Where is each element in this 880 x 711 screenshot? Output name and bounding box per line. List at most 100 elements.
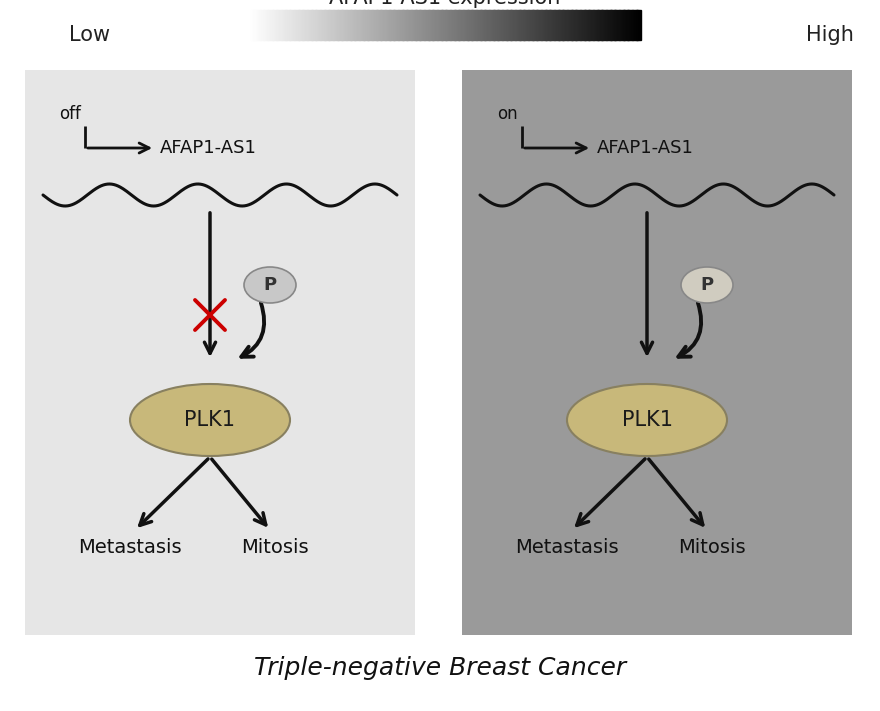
Bar [604,10,605,40]
Bar [326,10,328,40]
Bar [631,10,633,40]
Bar [318,10,319,40]
Bar [272,10,274,40]
Bar [579,10,581,40]
Bar [328,10,330,40]
Bar [587,10,589,40]
Bar [538,10,539,40]
Bar [280,10,282,40]
Bar [535,10,537,40]
Bar [290,10,292,40]
Bar [356,10,358,40]
Ellipse shape [567,384,727,456]
Bar [427,10,429,40]
Bar [462,10,464,40]
Bar [384,10,385,40]
Bar [445,10,447,40]
Bar [321,10,323,40]
Bar [277,10,279,40]
Ellipse shape [681,267,733,303]
Bar [522,10,524,40]
Bar [498,10,500,40]
Bar [500,10,502,40]
Bar [304,10,306,40]
Bar [606,10,608,40]
Bar [258,10,260,40]
Bar [615,10,617,40]
Ellipse shape [244,267,296,303]
Bar [599,10,602,40]
Bar [329,10,331,40]
Bar [489,10,491,40]
Text: Mitosis: Mitosis [678,538,746,557]
Bar [343,10,345,40]
Bar [413,10,414,40]
Bar [585,10,587,40]
Bar [391,10,392,40]
Bar [451,10,453,40]
Bar [525,10,527,40]
Bar [319,10,320,40]
Bar [253,10,254,40]
Bar [501,10,502,40]
Text: on: on [497,105,518,123]
Bar [410,10,412,40]
Bar [627,10,629,40]
Bar [378,10,380,40]
Bar [402,10,404,40]
Bar [345,10,347,40]
Bar [574,10,576,40]
Text: AFAP1-AS1 expression: AFAP1-AS1 expression [329,0,561,8]
Bar [570,10,572,40]
Bar [590,10,591,40]
Bar [312,10,314,40]
Bar [279,10,281,40]
Bar [264,10,266,40]
Bar [381,10,383,40]
Bar [634,10,635,40]
Bar [275,10,276,40]
Bar [435,10,436,40]
Bar [488,10,489,40]
Bar [510,10,512,40]
Bar [276,10,278,40]
Bar [549,10,551,40]
Bar [463,10,465,40]
Bar [487,10,488,40]
Bar [622,10,624,40]
Bar [540,10,542,40]
Bar [380,10,382,40]
Bar [296,10,297,40]
Bar [261,10,263,40]
Text: P: P [263,276,276,294]
Bar [255,10,257,40]
Bar [326,10,327,40]
Bar [361,10,363,40]
Bar [323,10,325,40]
Bar [495,10,497,40]
Bar [542,10,545,40]
Bar [515,10,517,40]
Bar [568,10,569,40]
Bar [301,10,303,40]
Bar [288,10,290,40]
Bar [571,10,573,40]
Bar [546,10,548,40]
Bar [467,10,469,40]
Bar [291,10,293,40]
Bar [421,10,422,40]
Bar [406,10,407,40]
Bar [362,10,363,40]
Bar [632,10,634,40]
Bar [565,10,567,40]
Bar [583,10,584,40]
Bar [456,10,458,40]
Bar [394,10,396,40]
Bar [466,10,467,40]
Bar [331,10,333,40]
Bar [430,10,432,40]
Bar [339,10,341,40]
Bar [283,10,286,40]
Bar [609,10,611,40]
Bar [602,10,604,40]
